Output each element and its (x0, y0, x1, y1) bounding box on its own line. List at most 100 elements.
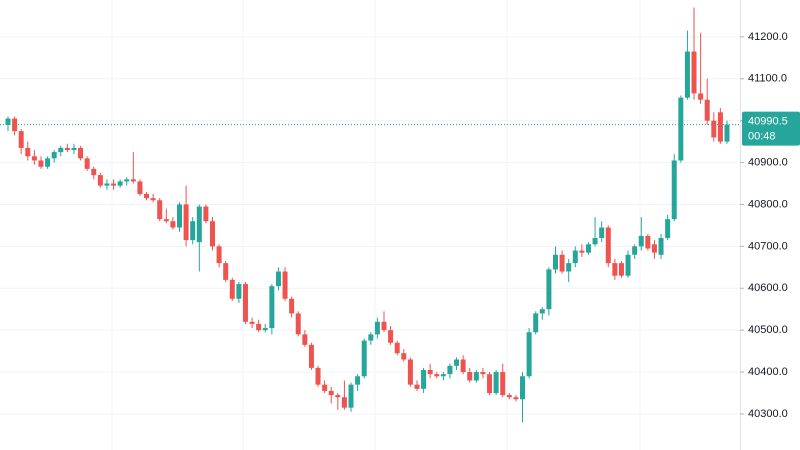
candles (0, 7, 740, 423)
candle-body (552, 254, 558, 270)
candle-body (71, 147, 77, 150)
candle-body (480, 372, 486, 375)
candle-body (493, 372, 499, 394)
candle-body (163, 219, 169, 222)
candle-body (229, 279, 235, 299)
candle-body (25, 147, 31, 157)
candle-body (526, 332, 532, 377)
candle-body (104, 183, 110, 186)
candle-body (618, 263, 624, 276)
candle-body (322, 384, 328, 391)
candle-body (150, 198, 156, 201)
candle-body (599, 227, 605, 238)
candle-body (632, 246, 638, 255)
candle-body (5, 118, 11, 125)
candle-body (328, 390, 334, 396)
candle-body (236, 284, 242, 299)
candle-body (711, 120, 717, 138)
candle-body (717, 112, 723, 142)
candle-body (704, 99, 710, 121)
candle-body (539, 309, 545, 314)
candle-body (566, 263, 572, 272)
candle-body (38, 160, 44, 167)
candle-body (223, 263, 229, 280)
candle-body (282, 271, 288, 299)
candle-body (440, 374, 446, 377)
candle-body (724, 124, 730, 142)
candle-body (170, 221, 176, 228)
candle-body (196, 206, 202, 243)
y-tick-label: 40900.0 (748, 156, 788, 168)
candle-body (414, 384, 420, 389)
candle-body (275, 271, 281, 287)
candle-body (388, 330, 394, 343)
candle-body (144, 193, 150, 199)
candle-body (447, 365, 453, 375)
candle-body (605, 227, 611, 264)
candle-body (64, 147, 70, 150)
candle-body (546, 269, 552, 310)
candle-body (651, 244, 657, 253)
candle-body (658, 237, 664, 255)
candle-body (513, 397, 519, 400)
candle-body (256, 323, 262, 331)
y-tick-label: 40600.0 (748, 282, 788, 294)
candle-body (117, 181, 123, 186)
candle-body (51, 152, 57, 159)
candle-body (434, 374, 440, 377)
candle-body (84, 158, 90, 169)
y-tick-label: 40800.0 (748, 198, 788, 210)
candle-body (625, 254, 631, 276)
candle-body (124, 179, 130, 182)
y-tick-label: 40400.0 (748, 366, 788, 378)
candle-body (242, 284, 248, 322)
candle-body (401, 353, 407, 360)
candle-body (18, 131, 24, 148)
candle-body (407, 359, 413, 385)
candle-body (361, 340, 367, 377)
candle-body (216, 246, 222, 264)
candle-body (111, 183, 117, 186)
candle-body (579, 250, 585, 253)
candle-body (302, 334, 308, 345)
candle-body (467, 372, 473, 381)
candle-body (520, 376, 526, 400)
candle-body (665, 219, 671, 238)
candle-body (421, 369, 427, 389)
y-tick-label: 40300.0 (748, 408, 788, 420)
candle-body (678, 97, 684, 161)
candle-body (559, 254, 565, 272)
candle-body (341, 397, 347, 408)
candle-body (645, 235, 651, 249)
y-tick-label: 41200.0 (748, 31, 788, 43)
candle-body (12, 118, 18, 132)
candle-body (262, 328, 268, 331)
candle-body (190, 221, 196, 241)
candle-body (295, 313, 301, 335)
candle-body (533, 313, 539, 333)
candle-body (374, 321, 380, 335)
candle-body (335, 395, 341, 398)
candle-body (355, 376, 361, 385)
candle-body (612, 263, 618, 276)
candle-body (130, 179, 136, 182)
candle-body (97, 175, 103, 186)
candle-body (698, 93, 704, 100)
candle-body (394, 342, 400, 354)
candle-body (460, 359, 466, 373)
candle-body (487, 374, 493, 394)
candle-body (308, 344, 314, 368)
candle-body (157, 200, 163, 220)
candle-body (454, 359, 460, 366)
candle-body (684, 51, 690, 98)
candle-body (269, 286, 275, 329)
price-axis: 40300.0 40400.0 40500.0 40600.0 40700.0 40800… (740, 31, 788, 420)
candle-body (506, 395, 512, 398)
candle-body (137, 181, 143, 194)
candle-body (31, 156, 37, 161)
candle-body (203, 206, 209, 222)
candle-body (177, 204, 183, 228)
candle-body (91, 168, 97, 176)
candle-body (592, 237, 598, 245)
